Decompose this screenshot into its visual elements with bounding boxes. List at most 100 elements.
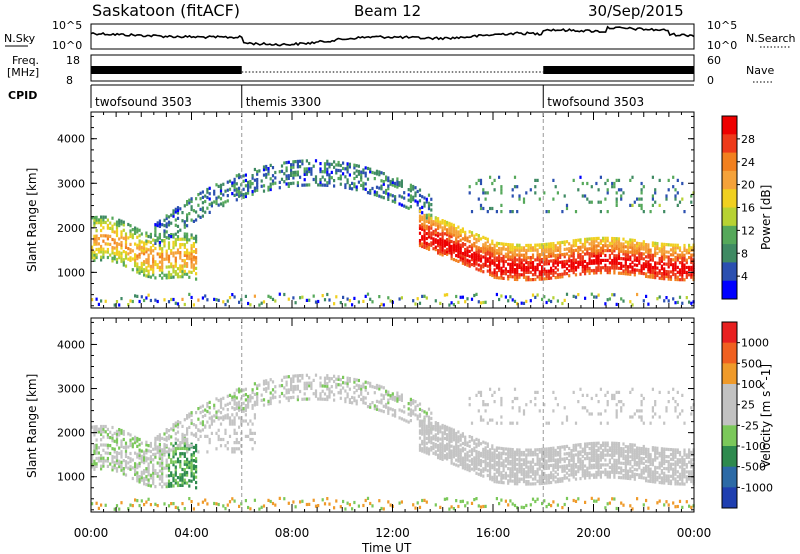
data-cell xyxy=(450,232,453,236)
freq-label-2: [MHz] xyxy=(7,66,39,79)
data-cell xyxy=(495,463,498,467)
data-cell xyxy=(407,188,410,192)
data-cell xyxy=(529,299,532,303)
data-cell xyxy=(373,407,376,411)
data-cell xyxy=(138,234,141,238)
data-cell xyxy=(631,248,634,252)
data-cell xyxy=(353,385,356,389)
data-cell xyxy=(584,406,587,410)
data-cell xyxy=(507,459,510,463)
data-cell xyxy=(409,183,412,187)
data-cell xyxy=(167,273,171,277)
data-cell xyxy=(174,452,177,456)
data-cell xyxy=(511,448,514,452)
data-cell xyxy=(534,185,537,189)
data-cell xyxy=(111,256,114,260)
data-cell xyxy=(179,256,182,260)
data-cell xyxy=(321,294,324,298)
data-cell xyxy=(124,473,128,477)
data-cell xyxy=(93,258,96,262)
data-cell xyxy=(437,424,440,428)
data-cell xyxy=(663,252,666,256)
data-cell xyxy=(545,452,548,456)
data-cell xyxy=(500,400,503,404)
data-cell xyxy=(450,437,453,441)
data-cell xyxy=(106,459,109,463)
data-cell xyxy=(681,261,684,265)
data-cell xyxy=(269,499,272,504)
data-cell xyxy=(398,397,401,401)
data-cell xyxy=(364,171,367,175)
data-cell xyxy=(452,455,455,459)
data-cell xyxy=(292,176,295,180)
data-cell xyxy=(674,251,677,255)
data-cell xyxy=(91,425,94,429)
data-cell xyxy=(179,452,182,456)
data-cell xyxy=(556,477,559,481)
data-cell xyxy=(595,463,598,467)
data-cell xyxy=(235,413,238,417)
data-cell xyxy=(373,193,376,197)
data-cell xyxy=(97,456,100,460)
noise-sky-line xyxy=(90,25,695,47)
data-cell xyxy=(511,452,514,457)
data-cell xyxy=(170,458,173,462)
data-cell xyxy=(477,236,480,240)
data-cell xyxy=(256,169,259,174)
data-cell xyxy=(188,444,191,448)
data-cell xyxy=(362,168,365,172)
data-cell xyxy=(484,251,487,255)
data-cell xyxy=(140,499,143,503)
data-cell xyxy=(208,411,211,415)
data-cell xyxy=(145,475,148,479)
data-cell xyxy=(183,454,186,458)
data-cell xyxy=(507,450,510,454)
data-cell xyxy=(660,254,663,258)
data-cell xyxy=(452,248,455,252)
data-cell xyxy=(443,456,446,460)
data-cell xyxy=(574,248,578,252)
data-cell xyxy=(602,443,605,448)
data-cell xyxy=(486,249,489,254)
colorbar-tick-label: 20 xyxy=(741,179,755,192)
data-cell xyxy=(590,446,593,450)
data-cell xyxy=(669,270,673,274)
data-cell xyxy=(577,470,580,474)
data-cell xyxy=(328,178,331,182)
data-cell xyxy=(154,276,157,280)
data-cell xyxy=(337,383,340,387)
data-cell xyxy=(545,459,548,463)
data-cell xyxy=(407,198,410,202)
data-cell xyxy=(100,215,103,219)
data-cell xyxy=(452,223,455,227)
data-cell xyxy=(502,447,505,451)
data-cell xyxy=(292,390,295,394)
data-cell xyxy=(113,460,116,465)
data-cell xyxy=(407,193,410,197)
data-cell xyxy=(669,258,673,262)
data-cell xyxy=(525,265,528,270)
data-cell xyxy=(434,245,437,249)
data-cell xyxy=(590,444,593,448)
data-cell xyxy=(134,464,137,468)
data-cell xyxy=(495,448,498,452)
data-cell xyxy=(660,259,663,263)
data-cell xyxy=(244,192,247,196)
data-cell xyxy=(590,249,593,253)
data-cell xyxy=(283,161,286,165)
colorbar-segment xyxy=(722,134,737,154)
data-cell xyxy=(310,169,313,174)
data-cell xyxy=(357,180,360,184)
data-cell xyxy=(565,452,569,456)
data-cell xyxy=(163,257,166,261)
data-cell xyxy=(665,274,668,279)
data-cell xyxy=(561,260,564,264)
data-cell xyxy=(163,229,166,233)
data-cell xyxy=(174,468,177,472)
data-cell xyxy=(418,407,422,411)
data-cell xyxy=(170,484,173,488)
data-cell xyxy=(545,259,548,264)
data-cell xyxy=(486,449,489,453)
data-cell xyxy=(441,436,444,440)
data-cell xyxy=(373,177,376,181)
